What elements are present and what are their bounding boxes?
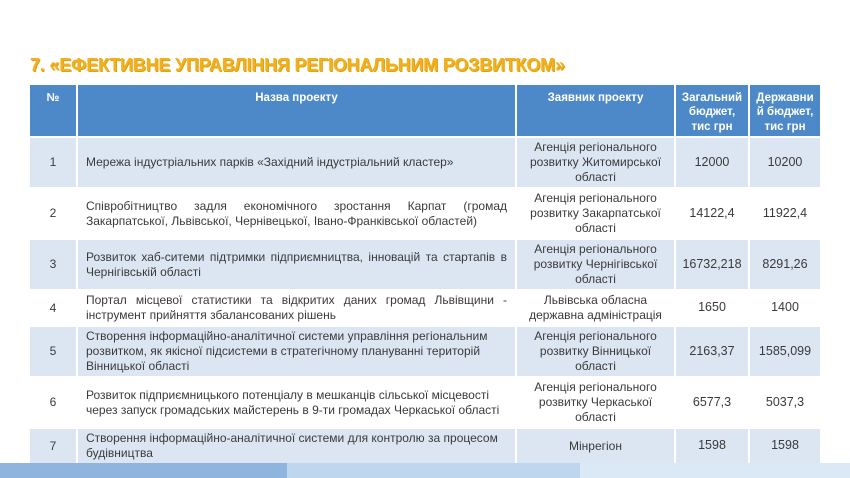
- total-budget-cell: 14122,4: [676, 189, 750, 239]
- table-row: 5 Створення інформаційно-аналітичної сис…: [30, 327, 820, 379]
- project-number-cell: 6: [30, 378, 78, 428]
- state-budget-cell: 1598: [771, 438, 799, 453]
- projects-table: № Назва проекту Заявник проекту Загальни…: [30, 85, 820, 478]
- footer-decoration-bar: [0, 463, 850, 478]
- project-number-cell: 3: [30, 240, 78, 290]
- state-budget-cell: 1585,099: [758, 343, 812, 358]
- project-number-cell: 7: [30, 429, 78, 464]
- project-name-cell: Створення інформаційно-аналітичної систе…: [78, 429, 517, 464]
- state-budget-cell: 11922,4: [762, 205, 808, 220]
- applicant-cell: Агенція регіонального розвитку Чернігівс…: [517, 240, 676, 290]
- applicant-cell: Агенція регіонального розвитку Житомирсь…: [517, 138, 676, 188]
- project-number-cell: 1: [30, 138, 78, 188]
- header-applicant: Заявник проекту: [517, 85, 676, 137]
- table-row: 7 Створення інформаційно-аналітичної сис…: [30, 429, 820, 466]
- footer-segment-light: [580, 463, 850, 478]
- project-name-cell: Розвиток хаб-ситеми підтримки підприємни…: [78, 240, 517, 290]
- total-budget-cell: 12000: [676, 138, 750, 188]
- header-project-name: Назва проекту: [78, 85, 517, 137]
- applicant-cell: Агенція регіонального розвитку Вінницько…: [517, 327, 676, 377]
- table-header-row: № Назва проекту Заявник проекту Загальни…: [30, 85, 820, 139]
- slide-title: 7. «ЕФЕКТИВНЕ УПРАВЛІННЯ РЕГІОНАЛЬНИМ РО…: [30, 55, 565, 75]
- header-number: №: [30, 85, 78, 137]
- project-name-cell: Портал місцевої статистики та відкритих …: [78, 291, 517, 326]
- total-budget-cell: 2163,37: [676, 327, 750, 377]
- state-budget-cell: 1400: [771, 300, 799, 315]
- table-row: 1 Мережа індустріальних парків «Західний…: [30, 138, 820, 190]
- applicant-cell: Агенція регіонального розвитку Черкасько…: [517, 378, 676, 428]
- state-budget-cell: 5037,3: [765, 394, 805, 409]
- project-name-cell: Створення інформаційно-аналітичної систе…: [78, 327, 517, 377]
- applicant-cell: Агенція регіонального розвитку Закарпатс…: [517, 189, 676, 239]
- project-number-cell: 2: [30, 189, 78, 239]
- header-state-budget: Державний бюджет, тис грн: [756, 92, 814, 133]
- project-name-cell: Розвиток підприємницького потенціалу в м…: [78, 378, 517, 428]
- footer-segment-dark: [0, 463, 287, 478]
- footer-segment-medium: [287, 463, 580, 478]
- applicant-cell: Мінрегіон: [517, 429, 676, 464]
- state-budget-cell: 10200: [767, 154, 803, 169]
- table-row: 4 Портал місцевої статистики та відкрити…: [30, 291, 820, 328]
- total-budget-cell: 16732,218: [676, 240, 750, 290]
- table-row: 3 Розвиток хаб-ситеми підтримки підприєм…: [30, 240, 820, 292]
- project-name-cell: Співробітництво задля економічного зрост…: [78, 189, 517, 239]
- table-row: 2 Співробітництво задля економічного зро…: [30, 189, 820, 241]
- total-budget-cell: 1650: [676, 291, 750, 326]
- total-budget-cell: 1598: [676, 429, 750, 464]
- project-number-cell: 4: [30, 291, 78, 326]
- header-total-budget: Загальний бюджет, тис грн: [676, 85, 750, 137]
- applicant-cell: Львівська обласна державна адміністрація: [517, 291, 676, 326]
- total-budget-cell: 6577,3: [676, 378, 750, 428]
- project-number-cell: 5: [30, 327, 78, 377]
- state-budget-cell: 8291,26: [762, 256, 808, 271]
- table-row: 6 Розвиток підприємницького потенціалу в…: [30, 378, 820, 430]
- project-name-cell: Мережа індустріальних парків «Західний і…: [78, 138, 517, 188]
